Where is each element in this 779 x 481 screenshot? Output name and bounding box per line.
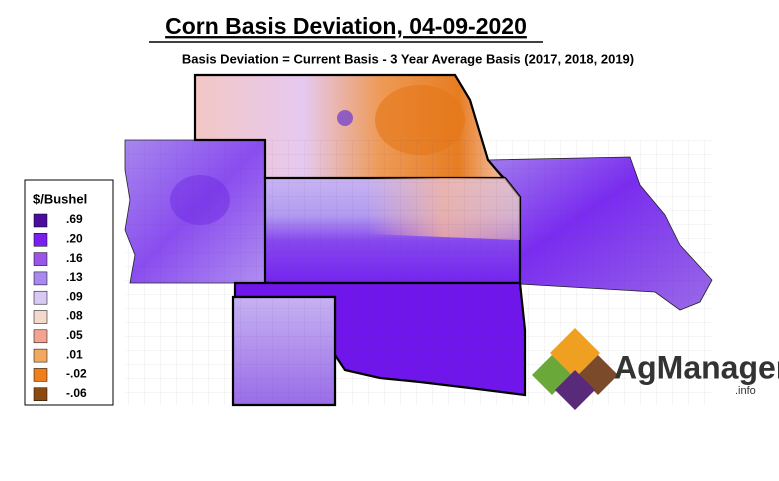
legend-swatch bbox=[33, 348, 48, 363]
legend-swatch bbox=[33, 233, 48, 247]
legend-label: .01 bbox=[66, 347, 83, 361]
subtitle: Basis Deviation = Current Basis - 3 Year… bbox=[182, 51, 634, 66]
logo-tile bbox=[555, 370, 595, 410]
legend-swatch bbox=[33, 271, 48, 286]
region bbox=[375, 85, 465, 155]
legend-label: -.02 bbox=[66, 367, 87, 381]
legend-label: .13 bbox=[66, 270, 83, 284]
logo-name: AgManager bbox=[614, 349, 779, 385]
legend-swatch bbox=[33, 310, 48, 324]
legend-label: .08 bbox=[66, 309, 83, 323]
legend-swatch bbox=[33, 329, 48, 344]
logo-suffix: .info bbox=[735, 385, 756, 397]
legend-label: -.06 bbox=[66, 386, 87, 400]
legend-label: .16 bbox=[66, 251, 83, 265]
legend-label: .09 bbox=[66, 289, 83, 303]
legend-label: .05 bbox=[66, 328, 83, 342]
title: Corn Basis Deviation, 04-09-2020 bbox=[165, 13, 527, 39]
logo: AgManager .info bbox=[532, 328, 779, 410]
legend: $/Bushel .69 .20 .16 .13 .09 .08 .05 .01 -.02 -.0… bbox=[24, 179, 114, 406]
legend-label: .20 bbox=[66, 231, 83, 245]
legend-swatch bbox=[33, 290, 48, 305]
legend-swatch bbox=[33, 252, 48, 266]
legend-title: $/Bushel bbox=[33, 191, 87, 206]
legend-swatch bbox=[33, 368, 48, 382]
legend-label: .69 bbox=[66, 212, 83, 226]
legend-swatch bbox=[33, 387, 48, 401]
legend-items: .69 .20 .16 .13 .09 .08 .05 .01 -.02 -.06 bbox=[33, 212, 87, 401]
region bbox=[337, 110, 353, 126]
legend-swatch bbox=[33, 213, 48, 228]
